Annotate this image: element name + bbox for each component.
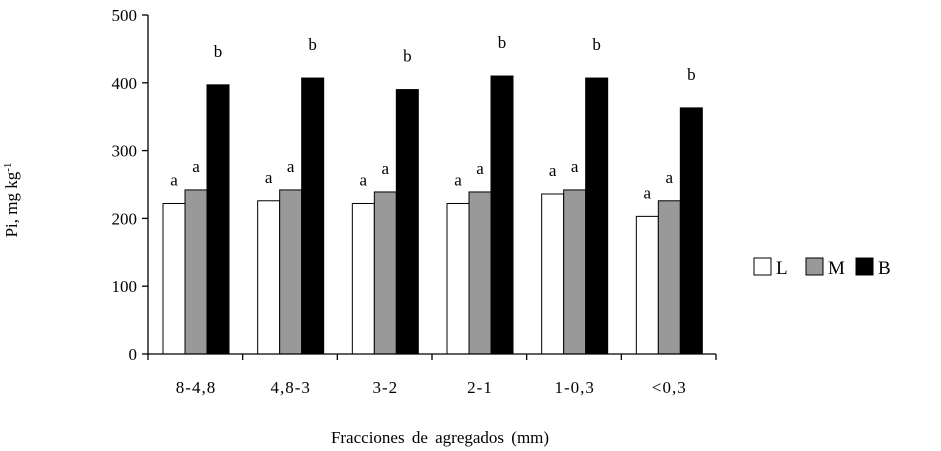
y-tick-label: 200 <box>112 209 138 228</box>
x-tick-label: 4,8-3 <box>270 378 310 397</box>
x-axis-ticks: 8-4,8 4,8-3 3-2 2-1 1-0,3 <0,3 <box>148 354 716 397</box>
bar <box>447 203 469 354</box>
x-axis-title: Fracciones de agregados (mm) <box>331 428 549 447</box>
legend-label: L <box>776 258 788 279</box>
x-tick-label: 2-1 <box>467 378 493 397</box>
y-axis-title-superscript: -1 <box>2 163 14 172</box>
y-axis-title: Pi, mg kg-1 <box>2 163 21 238</box>
y-tick-label: 0 <box>129 345 138 364</box>
significance-letter: a <box>476 159 484 178</box>
x-tick-label: 3-2 <box>372 378 398 397</box>
significance-letter: a <box>382 159 390 178</box>
legend-label: B <box>878 258 891 279</box>
bar <box>374 192 396 354</box>
bar <box>564 190 586 354</box>
y-axis-ticks: 0 100 200 300 400 500 <box>112 6 149 364</box>
legend-item-L: L <box>754 258 788 279</box>
y-tick-label: 300 <box>112 142 138 161</box>
bar <box>207 85 229 354</box>
significance-letter: a <box>666 168 674 187</box>
significance-letter: a <box>360 170 368 189</box>
bar <box>185 190 207 354</box>
significance-letter: a <box>265 168 273 187</box>
legend-item-B: B <box>856 258 891 279</box>
bar <box>469 192 491 354</box>
significance-letter: b <box>214 42 223 61</box>
y-tick-label: 400 <box>112 74 138 93</box>
significance-letter: a <box>549 161 557 180</box>
significance-letter: a <box>571 157 579 176</box>
y-axis-title-text: Pi, mg kg <box>2 171 21 237</box>
y-tick-label: 100 <box>112 277 138 296</box>
plot-area: a a a a aaa a a a aab bbb bb <box>163 33 702 354</box>
legend-swatch <box>754 258 771 275</box>
bar <box>636 216 658 354</box>
significance-letter: a <box>192 157 200 176</box>
significance-letter: a <box>287 157 295 176</box>
legend-swatch <box>856 258 873 275</box>
bar <box>491 76 513 354</box>
bar <box>302 78 324 354</box>
legend-label: M <box>828 258 845 279</box>
x-tick-label: <0,3 <box>652 378 687 397</box>
bar <box>586 78 608 354</box>
legend-item-M: M <box>806 258 845 279</box>
bar <box>680 108 702 354</box>
x-tick-label: 8-4,8 <box>176 378 216 397</box>
significance-letter: a <box>454 170 462 189</box>
significance-letter: b <box>403 47 412 66</box>
significance-letter: b <box>687 65 696 84</box>
bar <box>258 201 280 354</box>
significance-letter: a <box>644 183 652 202</box>
significance-letter: a <box>170 170 178 189</box>
bar <box>658 201 680 354</box>
legend-swatch <box>806 258 823 275</box>
bar <box>396 90 418 354</box>
bar <box>352 203 374 354</box>
bar <box>163 203 185 354</box>
significance-letter: b <box>592 35 601 54</box>
y-tick-label: 500 <box>112 6 138 25</box>
significance-letter: b <box>498 33 507 52</box>
x-tick-label: 1-0,3 <box>554 378 594 397</box>
bar <box>542 194 564 354</box>
bar <box>280 190 302 354</box>
significance-letter: b <box>308 35 317 54</box>
